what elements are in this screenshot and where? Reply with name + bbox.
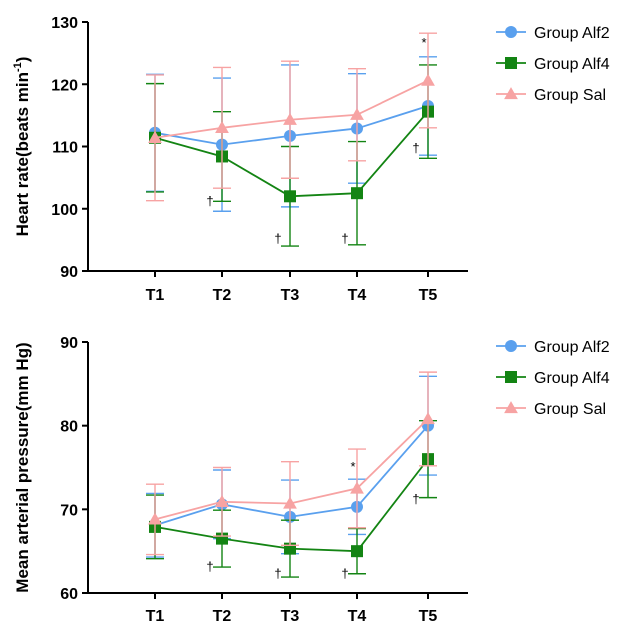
series-line (154, 425, 429, 527)
data-point (215, 494, 229, 507)
x-tick-label: T1 (146, 287, 165, 304)
y-tick-label: 120 (51, 77, 78, 94)
data-point (148, 130, 162, 143)
legend-label: Group Alf2 (534, 25, 610, 42)
data-point (215, 120, 229, 133)
data-point (350, 107, 364, 120)
data-point (351, 545, 363, 558)
data-point (283, 112, 297, 125)
chart-panel-2: 60 70 80 90 T1 T2 T3 T4 T5 Mean arterial pressure… (13, 335, 610, 625)
significance-dagger: † (206, 194, 213, 209)
legend-label: Group Alf4 (534, 370, 610, 387)
significance-dagger: † (274, 566, 281, 581)
data-point (283, 496, 297, 509)
data-point (284, 190, 296, 203)
y-axis-title-sup: -1 (12, 62, 24, 72)
significance-asterisk: * (421, 35, 426, 50)
significance-dagger: † (341, 231, 348, 246)
significance-dagger: † (341, 566, 348, 581)
y-tick-label: 80 (60, 419, 78, 436)
series-group-sal (146, 371, 437, 556)
data-point (350, 481, 364, 494)
data-point (421, 412, 435, 425)
legend: Group Alf2 Group Alf4 Group Sal (496, 339, 610, 418)
y-axis-title: Heart rate(beats min-1) (12, 57, 32, 237)
x-tick-label: T4 (348, 287, 367, 304)
x-tick-label: T1 (146, 608, 165, 624)
series-group-alf2 (146, 375, 437, 558)
significance-dagger: † (412, 491, 419, 506)
y-tick-label: 130 (51, 15, 78, 32)
legend-marker (505, 340, 517, 352)
series-line (154, 79, 429, 139)
y-tick-label: 70 (60, 502, 78, 519)
significance-dagger: † (412, 141, 419, 156)
legend-marker (504, 87, 518, 100)
legend-label: Group Alf2 (534, 339, 610, 356)
x-tick-label: T3 (281, 287, 300, 304)
y-tick-label: 90 (60, 335, 78, 352)
legend-label: Group Sal (534, 401, 606, 418)
chart-panel-1: 90 100 110 120 130 T1 T2 T3 T4 T5 Heart rate(beats… (12, 15, 610, 304)
y-tick-label: 100 (51, 202, 78, 219)
x-tick-label: T5 (419, 608, 438, 624)
y-axis-title: Mean arterial pressure(mm Hg) (13, 342, 32, 592)
y-axis-title-main: Heart rate (13, 157, 32, 236)
legend-marker (505, 371, 517, 383)
y-axis-title-unit: (beats min (13, 72, 32, 157)
series-group-alf2 (146, 56, 437, 212)
y-tick-label: 60 (60, 586, 78, 603)
x-tick-label: T4 (348, 608, 367, 624)
series-group-alf4 (146, 419, 437, 578)
significance-dagger: † (206, 559, 213, 574)
legend: Group Alf2 Group Alf4 Group Sal (496, 25, 610, 104)
data-point (351, 187, 363, 200)
data-point (421, 73, 435, 86)
legend-marker (504, 401, 518, 414)
y-axis-title-close: ) (13, 57, 32, 63)
x-tick-label: T5 (419, 287, 438, 304)
legend-marker (505, 57, 517, 69)
legend-marker (505, 26, 517, 38)
legend-label: Group Alf4 (534, 56, 610, 73)
x-tick-label: T2 (213, 287, 232, 304)
data-point (148, 512, 162, 525)
series-group-alf4 (146, 64, 437, 247)
significance-dagger: † (274, 231, 281, 246)
y-tick-label: 90 (60, 264, 78, 281)
series-group-sal (146, 32, 437, 202)
significance-asterisk: * (350, 459, 355, 474)
x-tick-label: T3 (281, 608, 300, 624)
legend-label: Group Sal (534, 87, 606, 104)
y-tick-label: 110 (52, 140, 78, 157)
x-tick-label: T2 (213, 608, 232, 624)
